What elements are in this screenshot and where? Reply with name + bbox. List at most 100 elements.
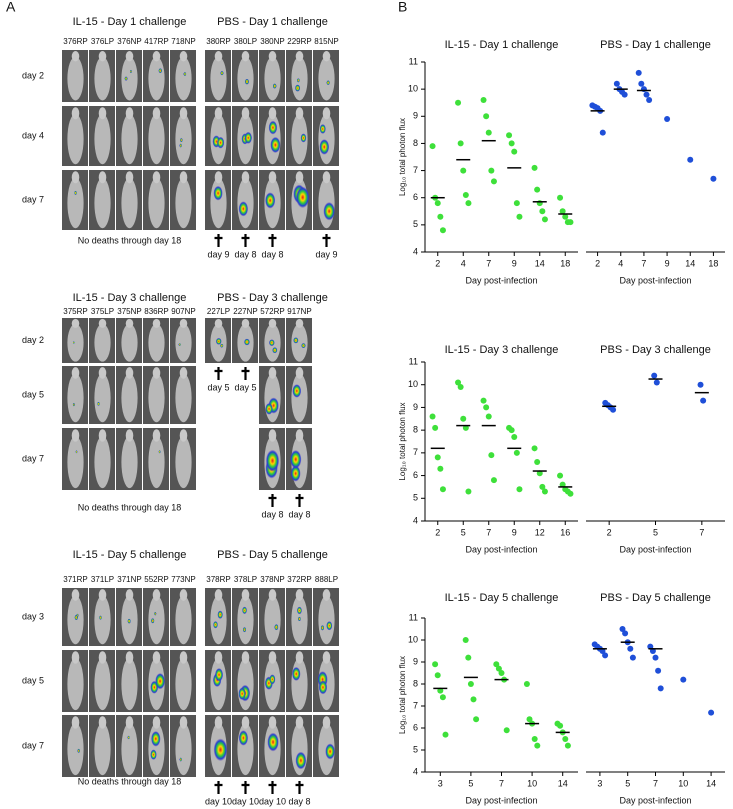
mouse-id: 378LP bbox=[234, 575, 257, 584]
y-tick-label: 5 bbox=[413, 744, 418, 754]
y-tick-label: 6 bbox=[413, 470, 418, 480]
mouse-body bbox=[94, 56, 111, 101]
dot bbox=[434, 672, 441, 679]
signal bbox=[77, 748, 81, 753]
y-tick-label: 9 bbox=[413, 402, 418, 412]
dot bbox=[557, 194, 564, 201]
signal bbox=[150, 618, 155, 624]
dot bbox=[621, 91, 628, 98]
mouse-head bbox=[98, 429, 107, 442]
mouse-body bbox=[175, 436, 192, 489]
mouse-body bbox=[94, 723, 111, 776]
mouse-head bbox=[295, 589, 304, 601]
dot bbox=[557, 722, 564, 729]
mouse-body bbox=[94, 177, 111, 229]
mouse-head bbox=[152, 367, 161, 379]
signal bbox=[296, 606, 302, 615]
dot bbox=[493, 661, 500, 668]
dot bbox=[567, 219, 574, 226]
mouse-head bbox=[241, 716, 250, 729]
group-title: IL-15 - Day 5 challenge bbox=[73, 549, 187, 561]
dot bbox=[534, 742, 541, 749]
mouse-body bbox=[121, 436, 138, 489]
death-cross bbox=[241, 367, 250, 380]
y-tick-label: 11 bbox=[409, 612, 418, 622]
mouse-head bbox=[71, 589, 80, 601]
signal bbox=[270, 136, 281, 154]
dot bbox=[432, 661, 439, 668]
row-label: day 7 bbox=[22, 453, 44, 463]
dot bbox=[457, 140, 464, 147]
mouse-head bbox=[152, 171, 161, 184]
signal bbox=[238, 201, 249, 217]
x-axis-label: Day post-infection bbox=[465, 544, 537, 554]
death-cross bbox=[295, 781, 304, 794]
dot bbox=[531, 164, 538, 171]
group-title: PBS - Day 3 challenge bbox=[217, 292, 328, 304]
mouse-head bbox=[241, 171, 250, 184]
mouse-id: 375RP bbox=[63, 307, 87, 316]
mouse-head bbox=[125, 318, 134, 328]
mouse-body bbox=[94, 436, 111, 489]
row-label: day 3 bbox=[22, 611, 44, 621]
mouse-id: 376NP bbox=[117, 37, 141, 46]
death-day: day 10 bbox=[259, 796, 286, 806]
death-cross bbox=[241, 781, 250, 794]
mouse-body bbox=[148, 323, 165, 362]
signal bbox=[274, 624, 279, 631]
signal bbox=[179, 143, 182, 148]
y-tick-label: 6 bbox=[413, 722, 418, 732]
y-tick-label: 8 bbox=[413, 138, 418, 148]
mouse-head bbox=[322, 107, 331, 120]
signal bbox=[292, 384, 302, 398]
signal bbox=[319, 124, 326, 134]
mouse-body bbox=[210, 177, 227, 229]
row-label: day 4 bbox=[22, 130, 44, 140]
y-tick-label: 4 bbox=[413, 515, 418, 525]
x-tick-label: 3 bbox=[597, 778, 602, 788]
dot bbox=[483, 113, 490, 120]
death-day: day 9 bbox=[315, 249, 337, 259]
signal bbox=[269, 674, 276, 685]
mouse-body bbox=[264, 595, 281, 645]
y-axis-label: Log₁₀ total photon flux bbox=[398, 118, 407, 196]
dot bbox=[480, 97, 487, 103]
signal bbox=[290, 465, 301, 482]
signal bbox=[323, 202, 335, 221]
dot bbox=[439, 486, 446, 493]
mouse-body bbox=[148, 436, 165, 489]
mouse-body bbox=[94, 595, 111, 645]
signal bbox=[326, 80, 330, 86]
dot bbox=[657, 685, 664, 692]
signal bbox=[265, 403, 273, 415]
dot bbox=[488, 167, 495, 174]
dot bbox=[564, 742, 571, 749]
x-tick-label: 10 bbox=[678, 778, 688, 788]
mouse-head bbox=[152, 429, 161, 442]
mouse-id: 371NP bbox=[117, 575, 141, 584]
signal bbox=[320, 625, 325, 631]
chart-title: IL-15 - Day 1 challenge bbox=[445, 39, 559, 51]
mouse-body bbox=[318, 595, 335, 645]
x-tick-label: 18 bbox=[560, 258, 570, 268]
dot bbox=[488, 452, 495, 459]
mouse-id: 417RP bbox=[144, 37, 168, 46]
mouse-body bbox=[67, 177, 84, 229]
mouse-head bbox=[152, 51, 161, 62]
mouse-id: 375NP bbox=[117, 307, 141, 316]
mouse-body bbox=[94, 113, 111, 165]
mouse-head bbox=[268, 429, 277, 442]
mouse-body bbox=[318, 56, 335, 101]
row-label: day 2 bbox=[22, 70, 44, 80]
dot bbox=[710, 175, 717, 182]
dot bbox=[697, 381, 704, 388]
dot bbox=[455, 379, 462, 386]
dot bbox=[516, 213, 523, 220]
y-tick-label: 5 bbox=[413, 493, 418, 503]
dot bbox=[490, 178, 497, 185]
mouse-body bbox=[121, 113, 138, 165]
x-tick-label: 18 bbox=[708, 258, 718, 268]
mouse-head bbox=[98, 651, 107, 664]
mouse-body bbox=[94, 373, 111, 423]
dot bbox=[599, 129, 606, 136]
